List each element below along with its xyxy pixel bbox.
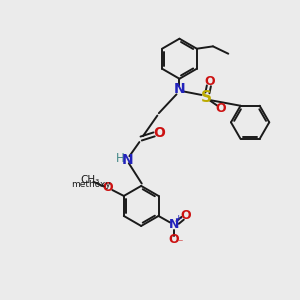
Text: methoxy: methoxy <box>72 180 111 189</box>
Text: N: N <box>174 82 185 96</box>
Text: O: O <box>215 102 226 115</box>
Text: N: N <box>122 153 133 167</box>
Text: O: O <box>169 233 179 246</box>
Text: H: H <box>116 152 124 165</box>
Text: CH₃: CH₃ <box>80 175 100 185</box>
Text: O: O <box>102 181 113 194</box>
Text: +: + <box>175 214 182 224</box>
Text: O: O <box>204 76 215 88</box>
Text: N: N <box>169 218 179 231</box>
Text: O: O <box>154 126 165 140</box>
Text: O: O <box>181 209 191 223</box>
Text: ⁻: ⁻ <box>177 238 182 248</box>
Text: S: S <box>200 90 211 105</box>
